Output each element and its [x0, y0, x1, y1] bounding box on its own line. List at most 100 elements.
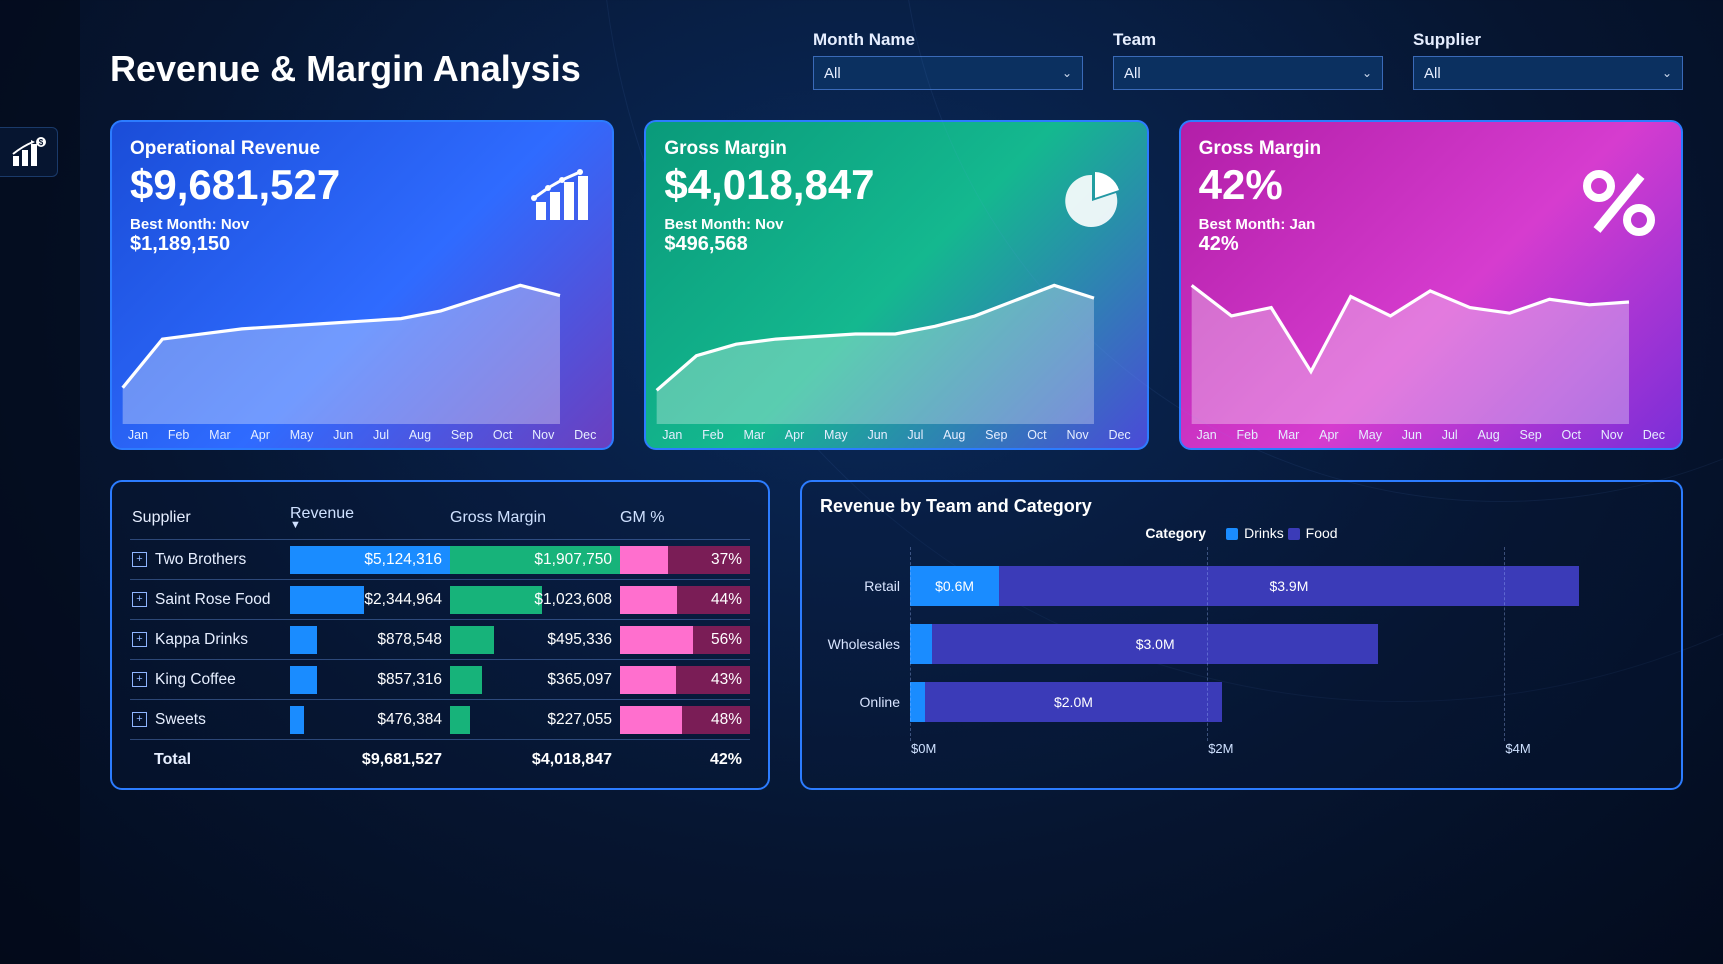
expand-icon[interactable]: +	[132, 552, 147, 567]
expand-icon[interactable]: +	[132, 712, 147, 727]
gm-value: $1,023,608	[534, 591, 612, 609]
chevron-down-icon: ⌄	[1662, 66, 1672, 80]
supplier-name: Two Brothers	[155, 551, 246, 569]
total-revenue: $9,681,527	[290, 751, 450, 769]
hbar-track: $3.0M	[910, 624, 1653, 664]
kpi-card-0[interactable]: Operational Revenue $9,681,527 Best Mont…	[110, 120, 614, 450]
sparkline	[1181, 264, 1640, 424]
filter-bar: Month Name All ⌄ Team All ⌄ Supplier All…	[813, 30, 1683, 90]
kpi-value: $9,681,527	[130, 162, 594, 208]
gm-value: $1,907,750	[534, 551, 612, 569]
gm-value: $495,336	[547, 631, 612, 649]
table-header: Supplier Revenue▼ Gross Margin GM %	[130, 496, 750, 540]
team-category-panel: Revenue by Team and Category Category Dr…	[800, 480, 1683, 790]
bar-segment[interactable]: $3.9M	[999, 566, 1579, 606]
nav-analysis-button[interactable]: $	[0, 127, 58, 177]
pct-value: 56%	[711, 631, 742, 649]
filter-select[interactable]: All ⌄	[1113, 56, 1383, 90]
kpi-card-1[interactable]: Gross Margin $4,018,847 Best Month: Nov …	[644, 120, 1148, 450]
barchart-icon	[530, 168, 590, 227]
hbar-track: $2.0M	[910, 682, 1653, 722]
kpi-best-label: Best Month: Nov	[664, 216, 1128, 233]
x-axis-labels: JanFebMarAprMayJunJulAugSepOctNovDec	[1181, 428, 1681, 442]
sidebar: $	[0, 0, 80, 964]
expand-icon[interactable]: +	[132, 632, 147, 647]
rev-value: $476,384	[377, 711, 442, 729]
expand-icon[interactable]: +	[132, 672, 147, 687]
gm-value: $227,055	[547, 711, 612, 729]
pie-icon	[1065, 168, 1125, 233]
table-row[interactable]: +King Coffee $857,316 $365,097 43%	[130, 660, 750, 700]
filter-value: All	[1124, 65, 1141, 82]
kpi-value: $4,018,847	[664, 162, 1128, 208]
filter-label: Supplier	[1413, 30, 1683, 50]
topbar: Revenue & Margin Analysis Month Name All…	[110, 30, 1683, 90]
kpi-best-label: Best Month: Nov	[130, 216, 594, 233]
bar-segment[interactable]: $3.0M	[932, 624, 1378, 664]
xaxis-tick: $4M	[1504, 547, 1530, 741]
main-content: Revenue & Margin Analysis Month Name All…	[80, 0, 1723, 964]
supplier-name: Saint Rose Food	[155, 591, 270, 609]
rev-value: $2,344,964	[364, 591, 442, 609]
filter-month name: Month Name All ⌄	[813, 30, 1083, 90]
pct-value: 48%	[711, 711, 742, 729]
hbar-chart: Retail $0.6M$3.9M Wholesales $3.0M Onlin…	[820, 551, 1663, 731]
supplier-name: Sweets	[155, 711, 206, 729]
filter-team: Team All ⌄	[1113, 30, 1383, 90]
bottom-panels: Supplier Revenue▼ Gross Margin GM % + Two…	[110, 480, 1683, 790]
kpi-title: Gross Margin	[664, 138, 1128, 160]
hbar-xaxis: $0M$2M$4M	[820, 737, 1663, 767]
table-row[interactable]: + Kappa Drinks $878,548 $495,336 56%	[130, 620, 750, 660]
rev-value: $857,316	[377, 671, 442, 689]
kpi-best-value: $496,568	[664, 233, 1128, 256]
col-gross-margin[interactable]: Gross Margin	[450, 509, 620, 527]
filter-value: All	[824, 65, 841, 82]
bar-segment[interactable]: $2.0M	[925, 682, 1222, 722]
filter-select[interactable]: All ⌄	[1413, 56, 1683, 90]
rev-value: $878,548	[377, 631, 442, 649]
supplier-table-panel: Supplier Revenue▼ Gross Margin GM % + Two…	[110, 480, 770, 790]
x-axis-labels: JanFebMarAprMayJunJulAugSepOctNovDec	[646, 428, 1146, 442]
kpi-cards: Operational Revenue $9,681,527 Best Mont…	[110, 120, 1683, 450]
page-title: Revenue & Margin Analysis	[110, 48, 581, 90]
total-pct: 42%	[620, 751, 750, 769]
hbar-row: Wholesales $3.0M	[910, 615, 1653, 673]
kpi-best-value: $1,189,150	[130, 233, 594, 256]
table-row[interactable]: + Two Brothers $5,124,316 $1,907,750 37%	[130, 540, 750, 580]
filter-label: Month Name	[813, 30, 1083, 50]
legend-title: Category	[1145, 525, 1206, 541]
table-row[interactable]: +Saint Rose Food $2,344,964 $1,023,608 4…	[130, 580, 750, 620]
hbar-row: Retail $0.6M$3.9M	[910, 557, 1653, 615]
filter-supplier: Supplier All ⌄	[1413, 30, 1683, 90]
filter-label: Team	[1113, 30, 1383, 50]
rev-value: $5,124,316	[364, 551, 442, 569]
hbar-label: Retail	[820, 578, 900, 594]
total-gm: $4,018,847	[450, 751, 620, 769]
gm-value: $365,097	[547, 671, 612, 689]
sparkline	[646, 264, 1105, 424]
supplier-name: Kappa Drinks	[155, 631, 248, 649]
hbar-track: $0.6M$3.9M	[910, 566, 1653, 606]
table-row[interactable]: + Sweets $476,384 $227,055 48%	[130, 700, 750, 740]
col-revenue[interactable]: Revenue▼	[290, 505, 450, 531]
expand-icon[interactable]: +	[132, 592, 147, 607]
kpi-title: Gross Margin	[1199, 138, 1663, 160]
barchart-title: Revenue by Team and Category	[820, 496, 1663, 517]
pct-value: 37%	[711, 551, 742, 569]
hbar-row: Online $2.0M	[910, 673, 1653, 731]
filter-select[interactable]: All ⌄	[813, 56, 1083, 90]
legend-item[interactable]: Drinks	[1226, 525, 1284, 541]
percent-icon	[1581, 168, 1659, 243]
col-supplier[interactable]: Supplier	[130, 509, 290, 527]
x-axis-labels: JanFebMarAprMayJunJulAugSepOctNovDec	[112, 428, 612, 442]
table-body: +Two Brothers $5,124,316 $1,907,750 37% …	[130, 540, 750, 740]
col-gm-pct[interactable]: GM %	[620, 509, 750, 527]
kpi-title: Operational Revenue	[130, 138, 594, 160]
xaxis-tick: $0M	[910, 547, 936, 741]
filter-value: All	[1424, 65, 1441, 82]
legend-item[interactable]: Food	[1288, 525, 1338, 541]
table-total-row: Total $9,681,527 $4,018,847 42%	[130, 740, 750, 780]
kpi-card-2[interactable]: Gross Margin 42% Best Month: Jan 42% Jan…	[1179, 120, 1683, 450]
chevron-down-icon: ⌄	[1362, 66, 1372, 80]
barchart-dollar-icon: $	[11, 136, 47, 168]
